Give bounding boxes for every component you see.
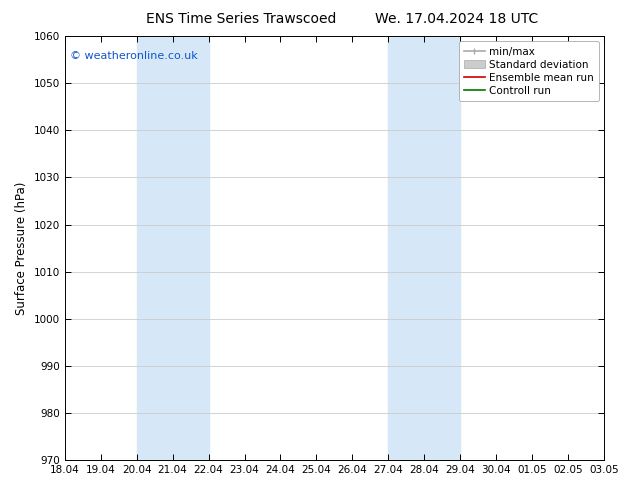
Legend: min/max, Standard deviation, Ensemble mean run, Controll run: min/max, Standard deviation, Ensemble me… [459,41,599,101]
Bar [136,36,209,460]
Text: © weatheronline.co.uk: © weatheronline.co.uk [70,51,198,61]
Y-axis label: Surface Pressure (hPa): Surface Pressure (hPa) [15,181,28,315]
Bar [389,36,460,460]
Text: ENS Time Series Trawscoed: ENS Time Series Trawscoed [146,12,336,26]
Text: We. 17.04.2024 18 UTC: We. 17.04.2024 18 UTC [375,12,538,26]
